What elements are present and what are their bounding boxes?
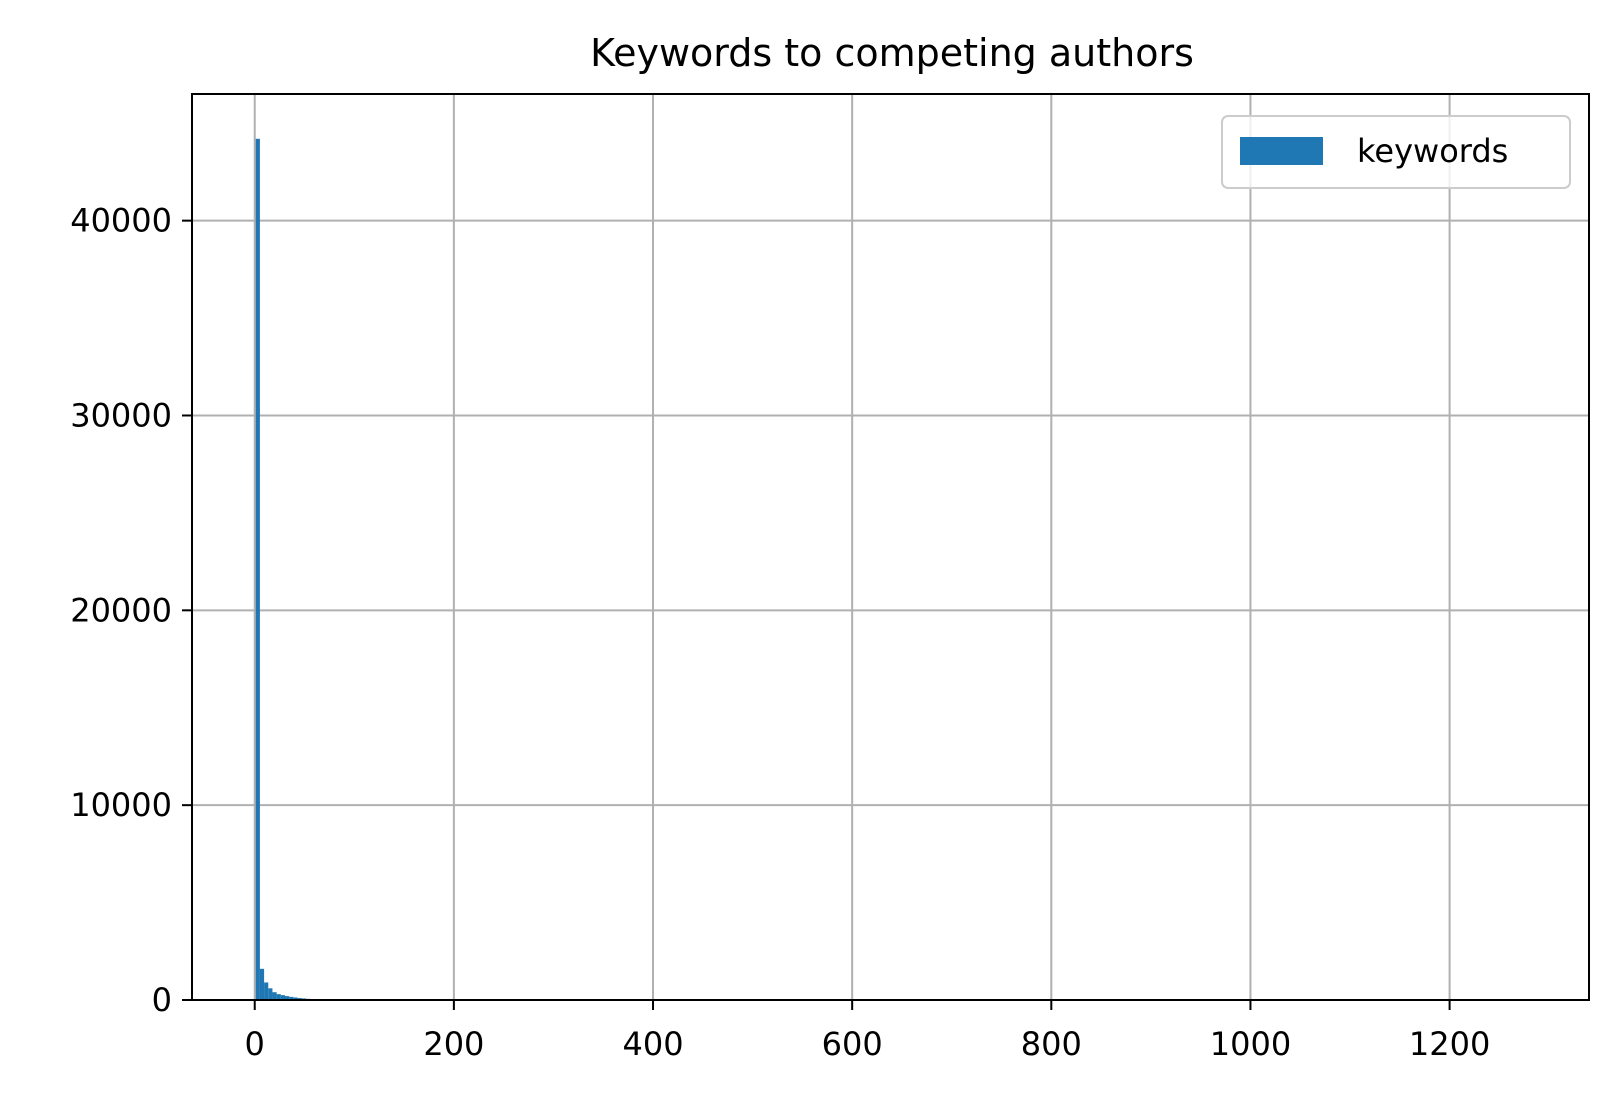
x-axis-ticks: 0 200 400 600 800 1000 1200 xyxy=(245,1000,1490,1063)
histogram-bar xyxy=(293,997,298,1000)
x-tick-label: 600 xyxy=(822,1025,883,1063)
legend-box xyxy=(1221,115,1571,189)
legend: keywords xyxy=(1221,115,1571,189)
histogram-bar xyxy=(289,996,294,1000)
chart-title: Keywords to competing authors xyxy=(590,31,1194,75)
y-tick-label: 30000 xyxy=(70,396,172,434)
legend-label: keywords xyxy=(1357,132,1508,170)
histogram-bar xyxy=(264,982,269,1000)
histogram-bar xyxy=(259,968,265,1000)
x-tick-label: 200 xyxy=(423,1025,484,1063)
x-tick-label: 400 xyxy=(622,1025,683,1063)
legend-swatch xyxy=(1240,137,1323,165)
histogram-bar xyxy=(276,994,281,1000)
y-axis-ticks: 0 10000 20000 30000 40000 xyxy=(70,202,192,1019)
histogram-bar xyxy=(280,995,286,1000)
histogram-bar xyxy=(268,988,273,1000)
y-tick-label: 0 xyxy=(152,981,172,1019)
x-tick-label: 0 xyxy=(245,1025,265,1063)
x-tick-label: 800 xyxy=(1021,1025,1082,1063)
y-tick-label: 40000 xyxy=(70,202,172,240)
grid xyxy=(192,94,1589,1001)
x-tick-label: 1200 xyxy=(1409,1025,1490,1063)
plot-frame xyxy=(191,93,1590,1001)
y-tick-label: 20000 xyxy=(70,591,172,629)
histogram-bar xyxy=(272,992,277,1000)
histogram-bar xyxy=(285,996,290,1000)
histogram-bar xyxy=(255,138,260,1001)
x-tick-label: 1000 xyxy=(1210,1025,1291,1063)
y-tick-label: 10000 xyxy=(70,786,172,824)
histogram-bars xyxy=(255,138,340,1001)
